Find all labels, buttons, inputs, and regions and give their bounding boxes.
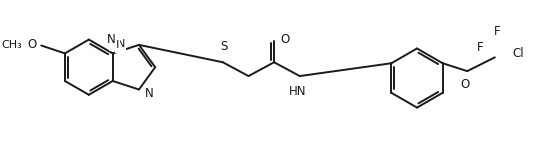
Text: HN: HN [289,85,306,98]
Text: F: F [494,25,500,38]
Text: F: F [476,41,483,54]
Text: CH₃: CH₃ [2,40,23,50]
Text: N: N [145,87,153,100]
Text: H: H [110,40,119,50]
Text: N: N [107,33,116,47]
Text: O: O [461,78,470,91]
Text: O: O [280,33,289,46]
Text: N: N [117,40,125,49]
Text: Cl: Cl [512,47,524,60]
Text: S: S [220,40,228,53]
Text: O: O [27,38,37,51]
Text: H: H [116,41,125,52]
